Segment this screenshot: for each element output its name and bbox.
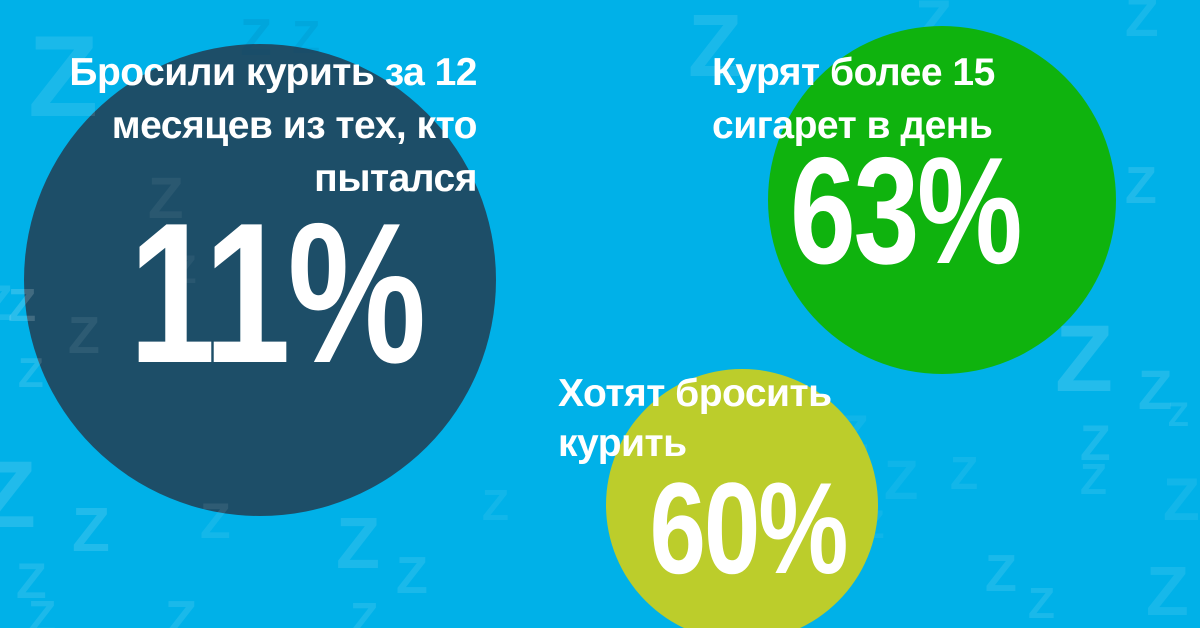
zz-glyph: Z xyxy=(1125,0,1159,48)
stat-label-line: Курят более 15 xyxy=(712,51,995,94)
zz-glyph: Z xyxy=(985,545,1017,603)
zz-glyph: Z xyxy=(1028,579,1055,628)
stat-label-line: сигарет в день xyxy=(712,104,993,147)
stat-circle-want-to-quit xyxy=(606,369,878,628)
stat-circle-smoke-more-than-15-per-day xyxy=(768,26,1116,374)
stat-label-line: курить xyxy=(558,422,687,465)
stat-value-want-to-quit: 60% xyxy=(649,455,849,601)
zz-glyph: Z xyxy=(396,547,428,605)
zz-glyph: Z xyxy=(165,591,197,628)
zz-glyph: Z xyxy=(1168,396,1189,434)
zz-glyph: Z xyxy=(884,448,919,511)
stat-label-line: Хотят бросить xyxy=(558,372,832,415)
zz-glyph: Z xyxy=(1125,157,1157,215)
stat-label-line: пытался xyxy=(314,157,477,200)
zz-glyph: Z xyxy=(350,593,379,628)
zz-glyph: Z xyxy=(28,591,57,628)
zz-glyph: Z xyxy=(950,447,979,499)
zz-glyph: Z xyxy=(0,278,13,328)
zz-glyph: Z xyxy=(16,553,47,609)
zz-glyph: Z xyxy=(1146,552,1189,628)
stat-value-quit-within-12-months: 11% xyxy=(128,182,426,405)
stat-circle-quit-within-12-months xyxy=(24,44,496,516)
stat-label-want-to-quit: Хотят бросить курить xyxy=(558,369,888,469)
zz-glyph: Z xyxy=(336,504,380,584)
zz-glyph: Z xyxy=(1080,415,1111,471)
zz-glyph: Z xyxy=(482,481,509,530)
stat-label-line: месяцев из тех, кто xyxy=(111,104,478,147)
zz-glyph: Z xyxy=(1080,455,1107,504)
zz-glyph: Z xyxy=(1163,466,1200,533)
stat-label-line: Бросили курить за 12 xyxy=(69,51,477,94)
stat-label-smoke-more-than-15-per-day: Курят более 15 сигарет в день xyxy=(712,46,1042,152)
stat-value-smoke-more-than-15-per-day: 63% xyxy=(789,126,1023,296)
zz-glyph: Z xyxy=(1055,306,1114,412)
zz-glyph: Z xyxy=(1138,358,1173,421)
zz-glyph: Z xyxy=(72,496,110,565)
stat-label-quit-within-12-months: Бросили курить за 12 месяцев из тех, кто… xyxy=(40,46,477,205)
zz-glyph: Z xyxy=(0,442,37,548)
